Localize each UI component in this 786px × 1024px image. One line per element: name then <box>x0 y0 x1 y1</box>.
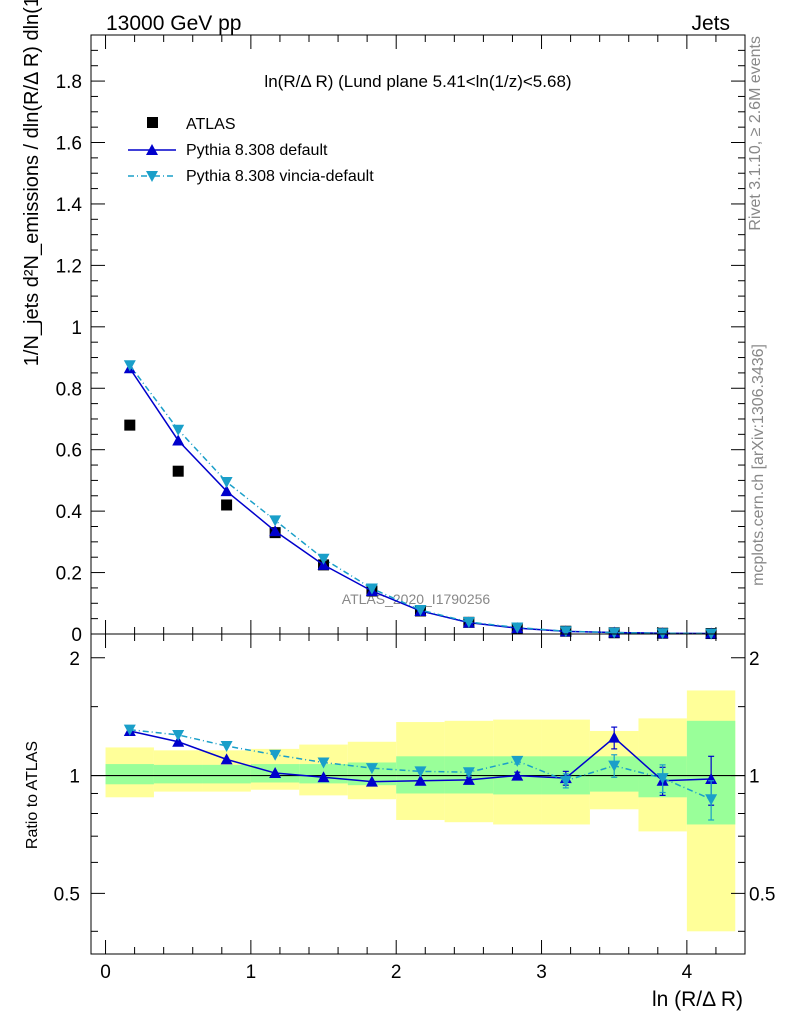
ratio-y-tick-label-right: 0.5 <box>749 884 775 905</box>
main-y-tick-label: 1.4 <box>56 195 83 216</box>
ratio-band-stat <box>105 764 154 785</box>
ratio-point-vincia <box>317 757 330 769</box>
ratio-point-default <box>511 769 524 781</box>
header-left: 13000 GeV pp <box>106 12 241 35</box>
main-point-atlas <box>172 465 184 477</box>
main-y-tick-label: 0.6 <box>56 441 82 462</box>
main-point-default <box>172 434 185 446</box>
ratio-x-tick-label: 1 <box>246 962 257 983</box>
mcplots-label: mcplots.cern.ch [arXiv:1306.3436] <box>750 344 767 586</box>
main-panel: 0 0.2 0.4 0.6 0.8 1 1.2 1.4 1.6 1.8 ATLAS_2020_I1… <box>21 0 746 646</box>
main-point-atlas <box>221 499 233 511</box>
main-y-tick-label: 0.4 <box>56 502 83 523</box>
main-point-vincia <box>559 626 572 638</box>
ratio-band-stat <box>202 764 251 784</box>
main-y-axis: 0 0.2 0.4 0.6 0.8 1 1.2 1.4 1.6 1.8 <box>56 49 745 646</box>
ratio-y-tick-label-right: 2 <box>749 649 760 670</box>
legend-label-atlas: ATLAS <box>186 116 236 133</box>
ratio-y-label: Ratio to ATLAS <box>24 741 41 849</box>
ratio-point-default <box>220 753 233 765</box>
ratio-point-vincia <box>220 741 233 752</box>
ratio-panel-frame <box>90 633 746 955</box>
main-y-tick-label: 1 <box>71 318 82 339</box>
ratio-x-tick-label: 3 <box>536 962 547 983</box>
ratio-x-tick-label: 4 <box>682 962 693 983</box>
main-point-vincia <box>317 553 330 565</box>
ratio-point-vincia <box>269 749 282 761</box>
ratio-point-default <box>269 767 282 779</box>
main-point-vincia <box>123 360 136 372</box>
main-title: ln(R/Δ R) (Lund plane 5.41<ln(1/z)<5.68) <box>264 72 571 91</box>
ratio-series <box>123 724 718 821</box>
x-axis-label: ln (R/Δ R) <box>652 988 743 1011</box>
ratio-point-vincia <box>414 766 427 778</box>
ratio-point-vincia <box>511 755 524 767</box>
ratio-point-default <box>608 731 621 743</box>
main-y-label: 1/N_jets d²N_emissions / dln(R/Δ R) dln(… <box>21 0 43 366</box>
main-point-vincia <box>365 583 378 595</box>
main-point-atlas <box>124 419 136 431</box>
watermark: ATLAS_2020_I1790256 <box>342 591 491 607</box>
main-y-tick-label: 0.2 <box>56 564 82 585</box>
main-y-tick-label: 0.8 <box>56 379 82 400</box>
main-point-default <box>269 525 282 537</box>
main-point-vincia <box>608 627 621 639</box>
main-y-tick-label: 1.2 <box>56 256 82 277</box>
legend-marker-default <box>146 144 158 155</box>
ratio-point-vincia <box>559 775 572 787</box>
ratio-bands <box>105 690 736 932</box>
main-point-vincia <box>462 617 475 629</box>
ratio-point-vincia <box>608 760 621 772</box>
legend-label-vincia: Pythia 8.308 vincia-default <box>186 168 374 185</box>
ratio-point-vincia <box>462 767 475 779</box>
ratio-y-tick-label: 2 <box>69 649 80 670</box>
main-point-vincia <box>511 622 524 634</box>
header-right: Jets <box>691 12 730 35</box>
legend-marker-atlas <box>147 117 158 128</box>
legend: ATLAS Pythia 8.308 default Pythia 8.308 … <box>128 116 374 185</box>
main-y-tick-label: 0 <box>71 625 82 646</box>
ratio-y-tick-label: 0.5 <box>54 884 80 905</box>
ratio-point-vincia <box>123 724 136 736</box>
main-point-vincia <box>172 424 185 436</box>
main-point-vincia <box>414 605 427 617</box>
ratio-x-axis: 0 1 2 3 4 <box>100 634 717 983</box>
ratio-y-tick-label-right: 1 <box>749 767 760 788</box>
ratio-point-default <box>462 773 475 785</box>
main-point-vincia <box>220 476 233 488</box>
ratio-point-default <box>365 775 378 787</box>
ratio-panel: 0.5 0.5 1 1 2 2 0 1 2 3 4 Ratio to ATLAS ln (R/Δ … <box>24 633 775 1011</box>
ratio-point-vincia <box>365 763 378 775</box>
main-y-tick-label: 1.6 <box>56 134 82 155</box>
ratio-x-tick-label: 2 <box>391 962 402 983</box>
legend-marker-vincia <box>146 171 158 182</box>
ratio-point-default <box>172 735 185 747</box>
rivet-label: Rivet 3.1.10, ≥ 2.6M events <box>747 36 764 231</box>
ratio-point-vincia <box>656 773 669 785</box>
main-point-vincia <box>269 515 282 527</box>
ratio-point-default <box>414 774 427 786</box>
ratio-band-stat <box>153 764 203 784</box>
ratio-point-vincia <box>172 729 185 741</box>
ratio-x-tick-label: 0 <box>100 962 111 983</box>
legend-label-default: Pythia 8.308 default <box>186 142 328 159</box>
ratio-point-vincia <box>705 794 718 806</box>
main-y-tick-label: 1.8 <box>56 72 82 93</box>
main-point-default <box>220 485 233 497</box>
ratio-point-default <box>317 771 330 783</box>
ratio-y-axis: 0.5 0.5 1 1 2 2 <box>54 649 775 932</box>
ratio-y-tick-label: 1 <box>69 767 80 788</box>
